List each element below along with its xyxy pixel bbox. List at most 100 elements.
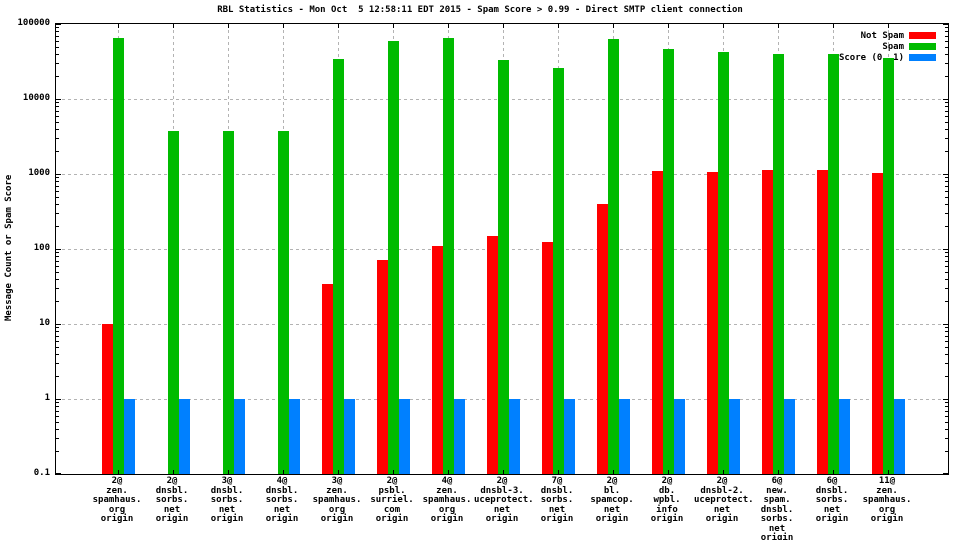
y-tick-label: 10000 — [22, 93, 50, 103]
axis-tick — [56, 438, 59, 439]
axis-tick — [56, 36, 59, 37]
axis-tick — [173, 470, 174, 474]
axis-tick — [56, 363, 59, 364]
axis-tick — [558, 24, 559, 28]
axis-tick — [56, 341, 59, 342]
axis-tick — [945, 177, 948, 178]
axis-tick — [833, 24, 834, 28]
axis-tick — [945, 429, 948, 430]
bar-spam — [442, 38, 454, 474]
x-tick-label: 2@ zen. spamhaus. org origin — [92, 476, 142, 524]
axis-tick — [56, 151, 59, 152]
bar-spam — [772, 53, 784, 474]
axis-tick — [56, 24, 61, 25]
axis-tick — [945, 331, 948, 332]
axis-tick — [173, 24, 174, 28]
axis-tick — [668, 470, 669, 474]
axis-tick — [945, 122, 948, 123]
bar-score-0-1 — [343, 399, 355, 474]
x-tick-label: 2@ dnsbl. sorbs. net origin — [155, 476, 189, 524]
legend-label-score: Score (0..1) — [838, 52, 904, 63]
x-tick-label: 3@ zen. spamhaus. org origin — [312, 476, 362, 524]
axis-tick — [945, 272, 948, 273]
y-tick-label: 100 — [33, 243, 50, 253]
axis-tick — [945, 31, 948, 32]
axis-tick — [56, 177, 59, 178]
axis-tick — [56, 279, 59, 280]
x-tick-label: 2@ dnsbl-2. uceprotect. net origin — [694, 476, 754, 524]
axis-tick — [228, 24, 229, 28]
bar-not-spam — [486, 235, 498, 474]
axis-tick — [943, 473, 948, 474]
axis-tick — [56, 186, 59, 187]
axis-tick — [945, 106, 948, 107]
axis-tick — [56, 204, 59, 205]
axis-tick — [338, 24, 339, 28]
axis-tick — [945, 327, 948, 328]
axis-tick — [56, 327, 59, 328]
axis-tick — [558, 470, 559, 474]
axis-tick — [118, 24, 119, 28]
axis-tick — [56, 429, 59, 430]
axis-tick — [503, 470, 504, 474]
axis-tick — [945, 279, 948, 280]
axis-tick — [56, 422, 59, 423]
axis-tick — [56, 181, 59, 182]
axis-tick — [283, 24, 284, 28]
axis-tick — [56, 473, 61, 474]
y-tick-label: 1 — [44, 393, 50, 403]
legend-row-not-spam: Not Spam — [861, 31, 936, 41]
axis-tick — [945, 63, 948, 64]
axis-tick — [56, 336, 59, 337]
axis-tick — [56, 226, 59, 227]
bar-spam — [882, 58, 894, 474]
axis-tick — [56, 122, 59, 123]
axis-tick — [945, 138, 948, 139]
axis-tick — [943, 99, 948, 100]
x-tick-label: 11@ zen. spamhaus. org origin — [862, 476, 912, 524]
axis-tick — [56, 347, 59, 348]
axis-tick — [943, 324, 948, 325]
bar-spam — [277, 130, 289, 474]
axis-tick — [56, 266, 59, 267]
axis-tick — [945, 341, 948, 342]
axis-tick — [945, 27, 948, 28]
bar-spam — [607, 39, 619, 474]
legend-swatch-not-spam-icon — [909, 32, 936, 39]
bar-not-spam — [816, 170, 828, 474]
axis-tick — [943, 399, 948, 400]
axis-tick — [945, 186, 948, 187]
axis-tick — [945, 36, 948, 37]
bar-score-0-1 — [288, 399, 300, 474]
axis-tick — [56, 138, 59, 139]
legend-label-spam: Spam — [882, 41, 904, 52]
axis-tick — [56, 402, 59, 403]
x-tick-label: 6@ dnsbl. sorbs. net origin — [815, 476, 849, 524]
axis-tick — [56, 256, 59, 257]
axis-tick — [56, 301, 59, 302]
axis-tick — [945, 261, 948, 262]
axis-tick — [283, 470, 284, 474]
x-tick-label: 2@ psbl. surriel. com origin — [370, 476, 414, 524]
axis-tick — [56, 106, 59, 107]
bar-score-0-1 — [563, 399, 575, 474]
bar-score-0-1 — [398, 399, 410, 474]
bar-score-0-1 — [178, 399, 190, 474]
x-tick-label: 6@ new. spam. dnsbl. sorbs. net origin — [760, 476, 794, 540]
axis-tick — [56, 272, 59, 273]
axis-tick — [56, 129, 59, 130]
axis-tick — [945, 451, 948, 452]
axis-tick — [56, 191, 59, 192]
axis-tick — [945, 266, 948, 267]
axis-tick — [945, 181, 948, 182]
x-tick-label: 4@ dnsbl. sorbs. net origin — [265, 476, 299, 524]
axis-tick — [448, 24, 449, 28]
y-tick-label: 0.1 — [33, 468, 50, 478]
axis-tick — [56, 174, 61, 175]
axis-tick — [56, 406, 59, 407]
x-tick-label: 2@ dnsbl-3. uceprotect. net origin — [474, 476, 534, 524]
legend-swatch-score-icon — [909, 54, 936, 61]
axis-tick — [945, 402, 948, 403]
axis-tick — [945, 438, 948, 439]
y-tick-label: 10 — [39, 318, 50, 328]
